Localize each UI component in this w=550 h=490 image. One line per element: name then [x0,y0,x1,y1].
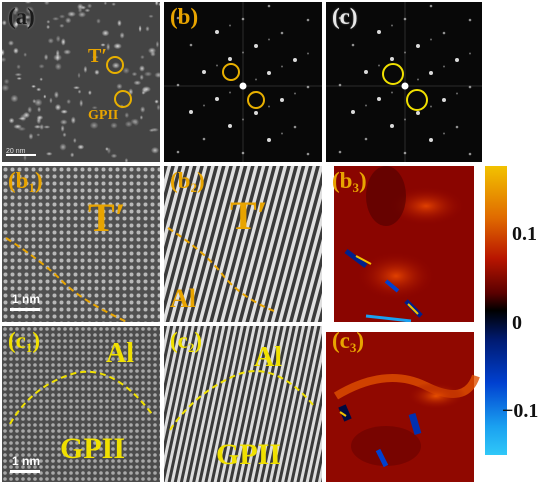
panel-a-stem-image: (a) T′ GPII 20 nm [2,2,160,162]
fft-pattern-b [164,2,322,162]
gp-annotation: GPII [88,108,119,123]
panel-label-b: (b) [170,4,199,29]
panel-b-fft: (b) [164,2,322,162]
phase-label-gp-c1: GPII [60,432,126,465]
panel-b2-filtered: (b2) T′ Al [164,166,322,322]
colorbar-tick-high: 0.1 [512,223,537,245]
panel-label-c3: (c3) [332,328,365,355]
t-prime-annotation: T′ [88,45,107,67]
strain-colorbar [485,166,507,455]
fft-pattern-c [326,2,482,162]
panel-c2-filtered: (c2) Al GPII [164,326,322,482]
strain-field-c3 [326,326,482,482]
scalebar-label-c1: 1 nm [12,454,41,468]
panel-label-c2: (c2) [170,328,203,355]
panel-label-b3: (b3) [332,168,367,195]
stem-texture [2,2,160,162]
panel-label-b2: (b2) [170,168,205,195]
panel-b3-strain-map: (b3) [326,166,482,322]
phase-label-al-c2: Al [254,342,282,373]
fringe-pattern-c2 [164,326,322,482]
phase-label-al-c1: Al [106,338,134,369]
scalebar-label-b1: 1 nm [12,292,41,306]
panel-c3-strain-map: (c3) [326,326,482,482]
panel-c-fft: (c) [326,2,482,162]
phase-label-t-prime-b2: T′ [230,193,268,238]
phase-label-al-b2: Al [170,284,196,313]
panel-label-b1: (b1) [8,168,43,195]
phase-label-gp-c2: GPII [216,438,282,471]
panel-label-c1: (c1) [8,328,41,355]
phase-label-t-prime: T′ [88,195,126,240]
panel-label-a: (a) [8,4,35,29]
colorbar-tick-zero: 0 [512,312,522,334]
atomic-lattice-c1 [2,326,160,482]
atomic-lattice-b1 [2,166,160,322]
panel-b1-hrtem: (b1) T′ 1 nm [2,166,160,322]
colorbar-tick-low: −0.1 [502,400,539,422]
panel-label-c: (c) [332,4,358,29]
panel-c1-hrtem: (c1) Al GPII 1 nm [2,326,160,482]
strain-field-b3 [326,166,482,322]
scalebar-label-a: 20 nm [6,148,26,155]
fringe-pattern-b2 [164,166,322,322]
